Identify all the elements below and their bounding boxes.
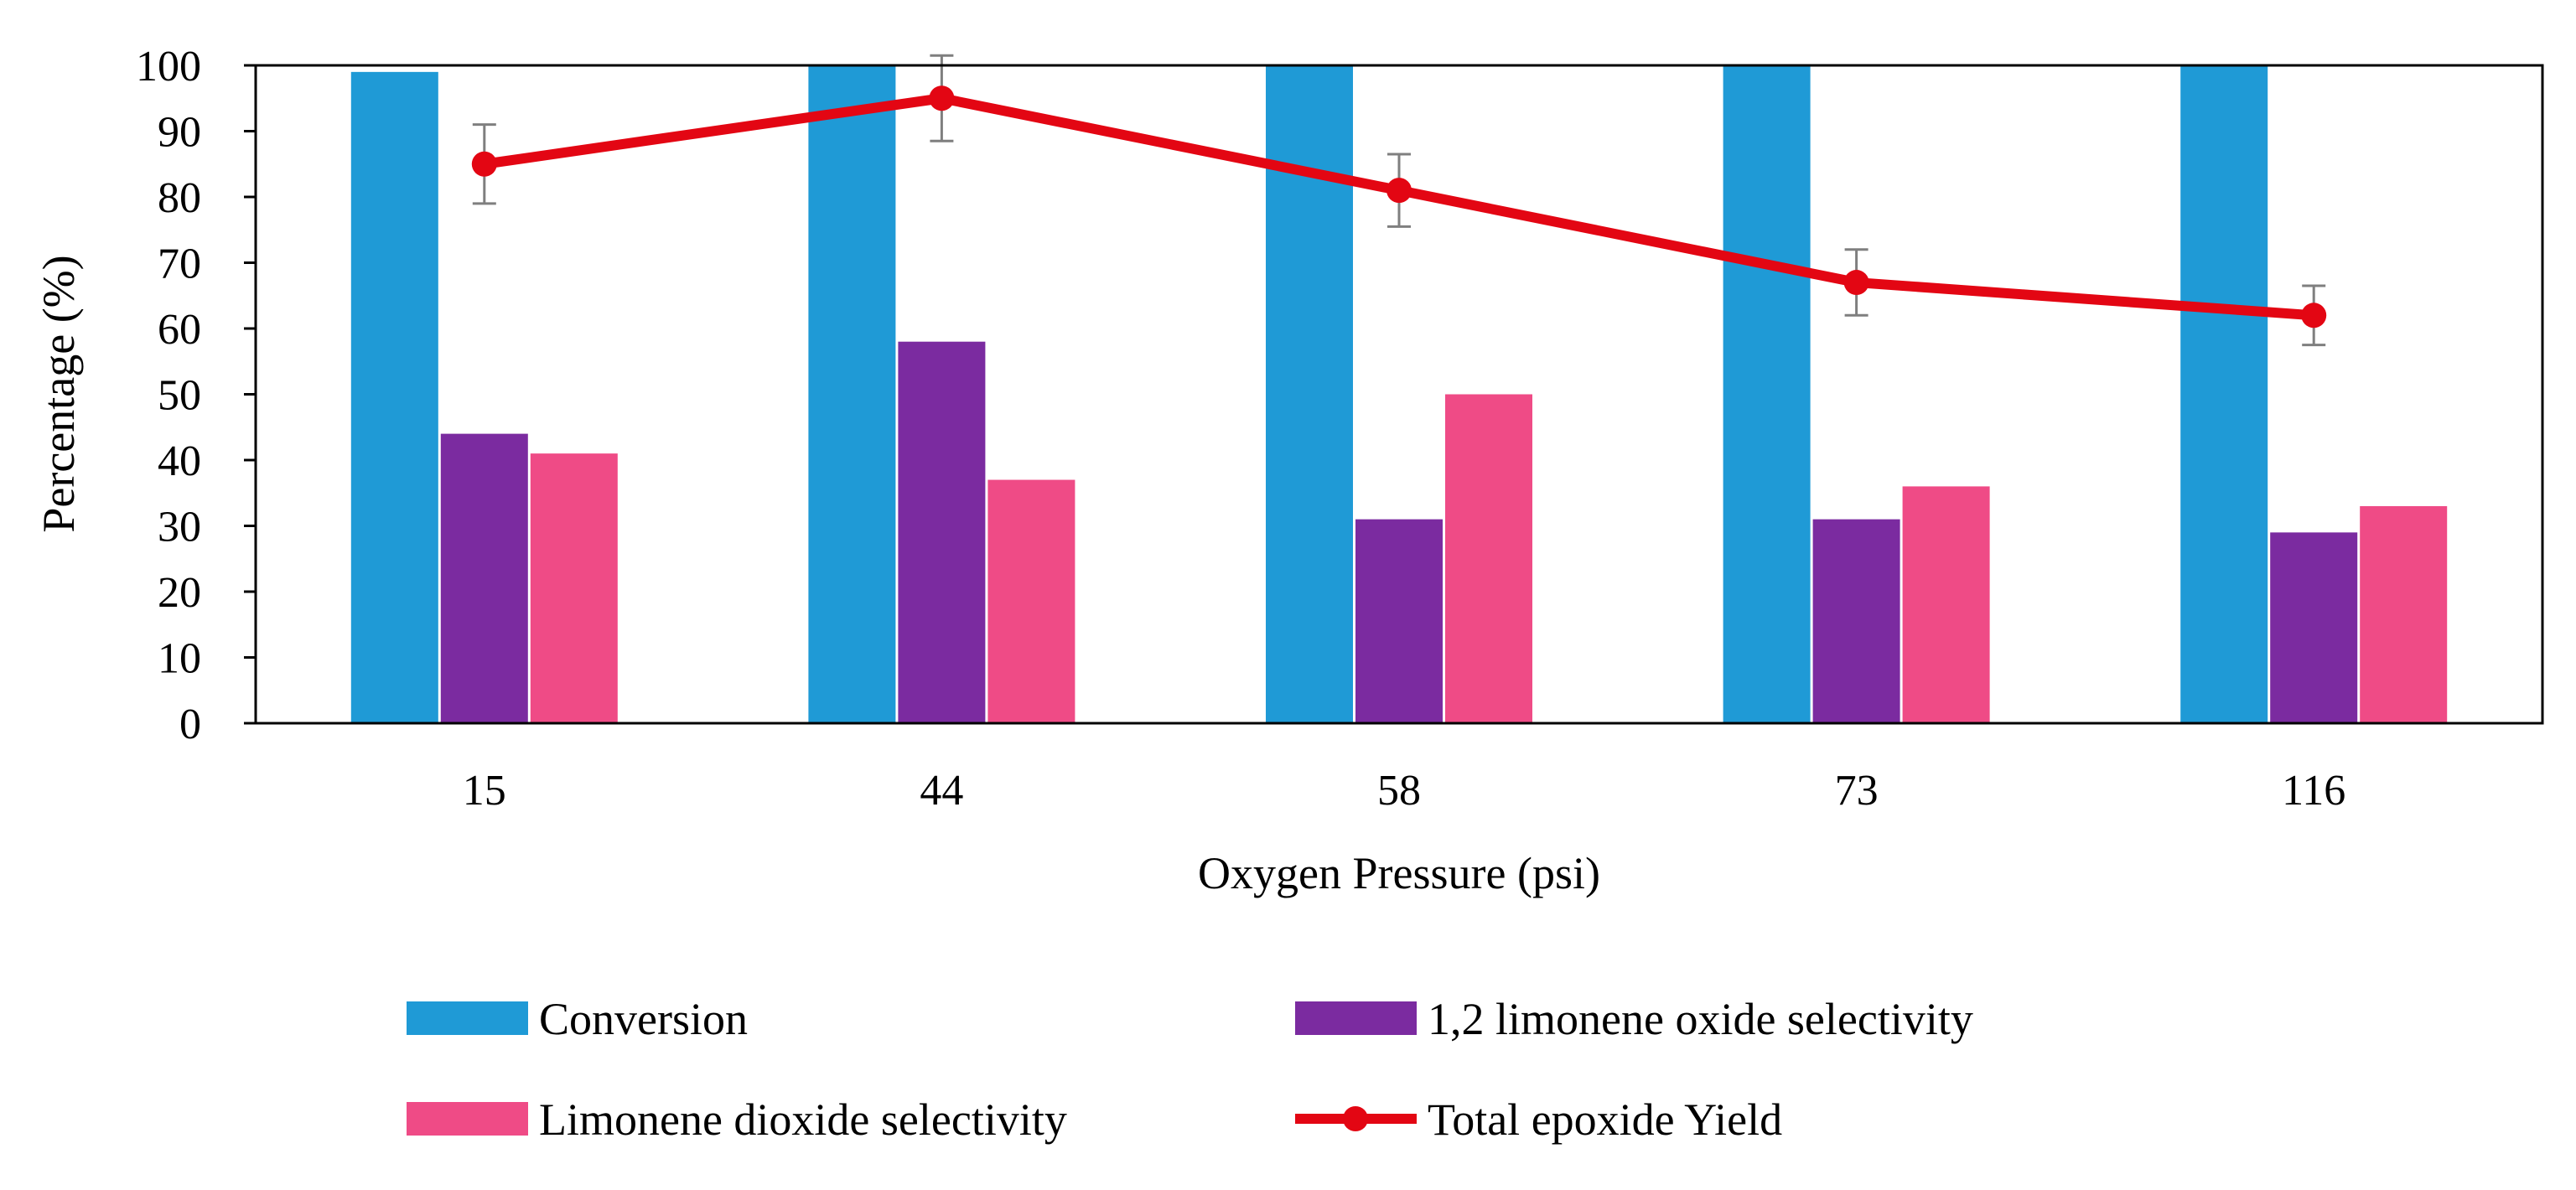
- bar: [1812, 519, 1900, 723]
- y-tick-label: 100: [136, 43, 201, 91]
- bar: [1355, 519, 1443, 723]
- y-tick-label: 50: [158, 372, 201, 420]
- bar: [350, 71, 438, 724]
- x-tick-label: 15: [463, 767, 506, 815]
- y-tick-label: 90: [158, 109, 201, 157]
- legend-swatch: [407, 1102, 528, 1136]
- y-tick-label: 10: [158, 635, 201, 683]
- y-tick-label: 30: [158, 504, 201, 551]
- x-tick-label: 44: [920, 767, 963, 815]
- bars-layer: [350, 65, 2448, 724]
- y-axis: 0 10 20 30 40 50 60 70 80 90 100: [136, 43, 256, 748]
- legend-label: 1,2 limonene oxide selectivity: [1428, 994, 1973, 1044]
- bar: [2180, 65, 2268, 723]
- y-tick-label: 60: [158, 306, 201, 354]
- line-point: [1843, 270, 1869, 296]
- y-tick-label: 0: [179, 701, 201, 748]
- legend: Conversion 1,2 limonene oxide selectivity…: [407, 994, 1973, 1145]
- bar: [2270, 532, 2358, 723]
- y-axis-label: Percentage (%): [34, 255, 84, 532]
- legend-label: Limonene dioxide selectivity: [539, 1094, 1067, 1145]
- bar: [2360, 505, 2448, 723]
- line-point: [1386, 178, 1412, 204]
- bar: [898, 341, 986, 723]
- bar: [1445, 394, 1532, 723]
- line-layer: [471, 54, 2327, 347]
- bar: [987, 479, 1075, 723]
- bar: [808, 65, 896, 723]
- bar: [440, 433, 528, 723]
- bar: [530, 453, 618, 723]
- x-axis: 15 44 58 73 116: [463, 767, 2345, 815]
- y-tick-label: 20: [158, 569, 201, 617]
- x-tick-label: 116: [2282, 767, 2345, 815]
- legend-swatch: [1295, 1001, 1417, 1035]
- y-tick-label: 70: [158, 241, 201, 288]
- legend-label: Total epoxide Yield: [1428, 1094, 1782, 1145]
- bar: [1723, 65, 1811, 723]
- y-tick-label: 40: [158, 437, 201, 485]
- x-tick-label: 58: [1377, 767, 1421, 815]
- legend-swatch: [407, 1001, 528, 1035]
- line-point: [2301, 303, 2327, 329]
- legend-label: Conversion: [539, 994, 748, 1044]
- line-point: [929, 85, 955, 111]
- x-axis-label: Oxygen Pressure (psi): [1198, 848, 1600, 898]
- legend-swatch-marker: [1343, 1106, 1368, 1131]
- line-point: [471, 151, 497, 177]
- y-tick-label: 80: [158, 174, 201, 222]
- x-tick-label: 73: [1835, 767, 1879, 815]
- bar: [1902, 486, 1990, 723]
